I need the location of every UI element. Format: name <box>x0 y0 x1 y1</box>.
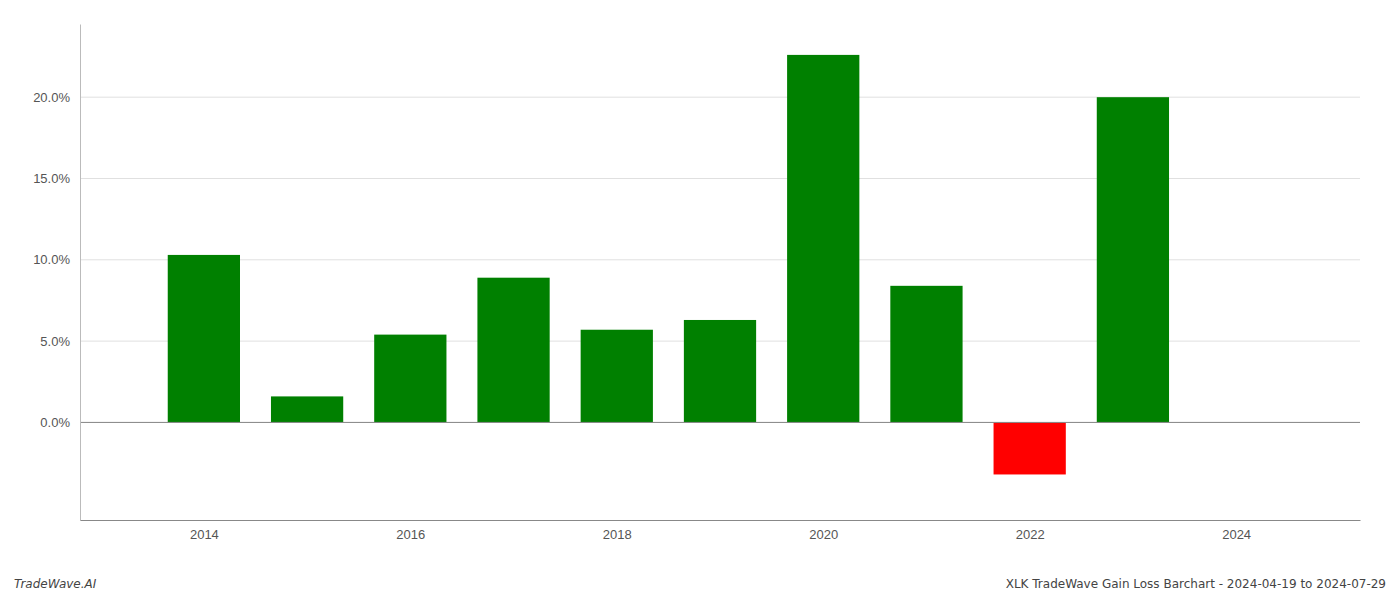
y-axis: 0.0% 5.0% 10.0% 15.0% 20.0% <box>33 25 80 521</box>
bar <box>787 55 859 423</box>
x-tick-label: 2016 <box>396 527 425 542</box>
bars <box>80 55 1360 475</box>
bar <box>1097 97 1169 422</box>
x-tick-label: 2022 <box>1016 527 1045 542</box>
grid <box>80 97 1360 422</box>
x-tick: 2016 <box>396 520 425 542</box>
x-tick-label: 2024 <box>1222 527 1251 542</box>
y-tick: 0.0% <box>40 415 80 430</box>
y-tick: 10.0% <box>33 252 80 267</box>
y-tick-label: 5.0% <box>40 334 70 349</box>
footer-right: XLK TradeWave Gain Loss Barchart - 2024-… <box>1006 577 1386 591</box>
x-tick: 2022 <box>1016 520 1045 542</box>
y-tick: 5.0% <box>40 334 80 349</box>
x-tick: 2018 <box>603 520 632 542</box>
x-axis: 2014 2016 2018 2020 2022 2024 <box>81 520 1361 542</box>
y-tick: 15.0% <box>33 171 80 186</box>
x-tick-label: 2018 <box>603 527 632 542</box>
bar <box>684 320 756 422</box>
bar <box>374 335 446 423</box>
x-tick-label: 2014 <box>190 527 219 542</box>
x-tick: 2014 <box>190 520 219 542</box>
chart: 0.0%5.0%10.0%15.0%20.0%20142016201820202… <box>0 0 1400 600</box>
bar <box>581 330 653 423</box>
bar <box>168 255 240 423</box>
y-tick-label: 15.0% <box>33 171 70 186</box>
y-axis-line <box>80 25 81 521</box>
grid-line <box>80 422 1360 423</box>
y-tick-label: 20.0% <box>33 90 70 105</box>
footer-left: TradeWave.AI <box>14 577 97 591</box>
bar <box>994 422 1066 474</box>
zero-line <box>80 422 1360 423</box>
bar <box>477 278 549 423</box>
x-tick: 2020 <box>809 520 838 542</box>
y-tick-label: 0.0% <box>40 415 70 430</box>
x-axis-line <box>81 520 1361 521</box>
bar <box>271 396 343 422</box>
y-tick-label: 10.0% <box>33 252 70 267</box>
x-tick: 2024 <box>1222 520 1251 542</box>
y-tick: 20.0% <box>33 90 80 105</box>
x-tick-label: 2020 <box>809 527 838 542</box>
bar <box>890 286 962 423</box>
plot: 0.0%5.0%10.0%15.0%20.0%20142016201820202… <box>33 25 1360 543</box>
